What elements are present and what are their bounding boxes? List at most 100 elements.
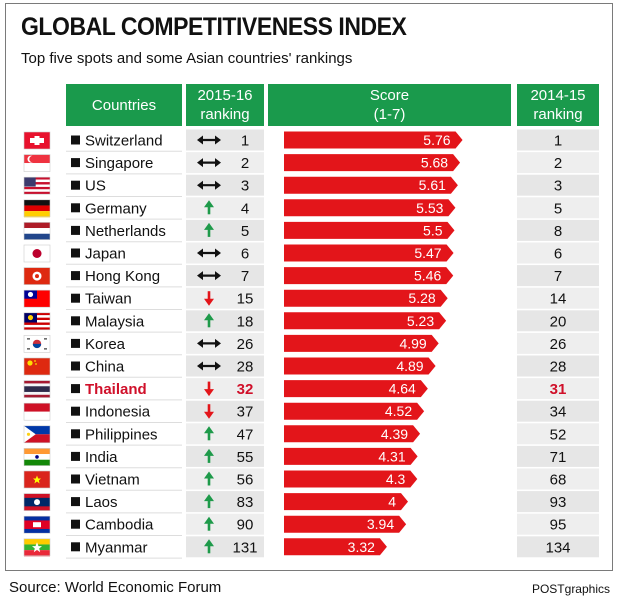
rank-2014-value: 95 bbox=[550, 517, 567, 534]
rank-2014-cell-bg bbox=[517, 378, 599, 400]
rank-2015-value: 37 bbox=[237, 404, 254, 421]
rank-2014-cell-bg bbox=[517, 310, 599, 332]
rank-2015-value: 28 bbox=[237, 359, 254, 376]
rank-2014-value: 3 bbox=[554, 178, 562, 195]
country-label: Cambodia bbox=[85, 517, 154, 534]
rank-2014-value: 93 bbox=[550, 494, 567, 511]
chart-title: GLOBAL COMPETITIVENESS INDEX bbox=[21, 13, 407, 41]
rank-2014-cell-bg bbox=[517, 287, 599, 309]
up-arrow-icon bbox=[204, 313, 214, 328]
row-bullet bbox=[71, 542, 80, 552]
country-label: Malaysia bbox=[85, 313, 145, 330]
no-change-arrow-icon bbox=[197, 361, 221, 371]
up-arrow-icon bbox=[204, 222, 214, 237]
rank-2015-cell-bg bbox=[186, 400, 264, 422]
score-label: 5.23 bbox=[407, 313, 434, 329]
rank-2014-value: 2 bbox=[554, 155, 562, 172]
up-arrow-icon bbox=[204, 471, 214, 486]
rank-2015-value: 1 bbox=[241, 133, 249, 150]
score-bar bbox=[284, 357, 436, 375]
country-label: Korea bbox=[85, 336, 126, 353]
row-bullet bbox=[71, 293, 80, 303]
score-label: 5.47 bbox=[414, 245, 441, 261]
score-bar bbox=[284, 176, 458, 194]
indonesia-flag bbox=[23, 402, 51, 421]
rank-2014-cell-bg bbox=[517, 400, 599, 422]
rank-2014-cell-bg bbox=[517, 355, 599, 377]
rank-2014-cell-bg bbox=[517, 468, 599, 490]
header-rank-2014: 2014-15 ranking bbox=[517, 84, 599, 126]
rank-2014-value: 14 bbox=[550, 291, 567, 308]
score-bar bbox=[284, 515, 407, 533]
row-bullet bbox=[71, 248, 80, 258]
rank-2015-cell-bg bbox=[186, 174, 264, 196]
rank-2014-value: 52 bbox=[550, 426, 567, 443]
rank-2015-cell-bg bbox=[186, 445, 264, 467]
row-bullet bbox=[71, 316, 80, 326]
country-label: Laos bbox=[85, 494, 118, 511]
cambodia-flag bbox=[23, 515, 51, 534]
header-score-line1: Score bbox=[369, 87, 410, 104]
down-arrow-icon bbox=[204, 381, 214, 397]
country-label: Japan bbox=[85, 246, 126, 263]
rank-2015-value: 131 bbox=[232, 539, 257, 556]
down-arrow-icon bbox=[204, 291, 214, 306]
rank-2015-cell-bg bbox=[186, 242, 264, 264]
korea-flag bbox=[23, 335, 51, 353]
country-label: Switzerland bbox=[85, 133, 163, 150]
rank-2014-cell-bg bbox=[517, 332, 599, 354]
score-label: 4 bbox=[388, 494, 396, 510]
score-label: 4.64 bbox=[389, 381, 416, 397]
rank-2015-value: 83 bbox=[237, 494, 254, 511]
rank-2014-value: 26 bbox=[550, 336, 567, 353]
country-label: Thailand bbox=[85, 381, 147, 398]
rank-2014-cell-bg bbox=[517, 265, 599, 287]
header-rank-2015-line1: 2015-16 bbox=[197, 87, 253, 104]
rank-2015-cell-bg bbox=[186, 310, 264, 332]
score-label: 4.3 bbox=[386, 471, 406, 487]
rank-2015-value: 3 bbox=[241, 178, 249, 195]
rank-2014-value: 31 bbox=[550, 381, 567, 398]
row-bullet bbox=[71, 451, 80, 461]
up-arrow-icon bbox=[204, 200, 214, 215]
row-bullet bbox=[71, 406, 80, 416]
row-bullet bbox=[71, 225, 80, 235]
chart-subtitle: Top five spots and some Asian countries'… bbox=[21, 50, 353, 67]
score-bar bbox=[284, 154, 461, 172]
rank-2014-value: 71 bbox=[550, 449, 567, 466]
chart-frame bbox=[5, 3, 613, 571]
rank-2014-value: 20 bbox=[550, 313, 567, 330]
rank-2015-value: 90 bbox=[237, 517, 254, 534]
score-bar bbox=[284, 447, 418, 465]
score-bar bbox=[284, 334, 439, 352]
rank-2015-cell-bg bbox=[186, 355, 264, 377]
no-change-arrow-icon bbox=[197, 248, 221, 258]
rank-2014-value: 28 bbox=[550, 359, 567, 376]
rank-2015-cell-bg bbox=[186, 265, 264, 287]
rank-2015-cell-bg bbox=[186, 536, 264, 558]
score-label: 5.68 bbox=[421, 155, 448, 171]
header-rank-2015-line2: ranking bbox=[200, 106, 250, 123]
rank-2014-cell-bg bbox=[517, 219, 599, 241]
rank-2015-value: 15 bbox=[237, 291, 254, 308]
country-label: Philippines bbox=[85, 426, 158, 443]
score-bar bbox=[284, 131, 463, 149]
china-flag bbox=[23, 357, 51, 376]
rank-2014-value: 8 bbox=[554, 223, 562, 240]
rank-2015-value: 6 bbox=[241, 246, 249, 263]
score-bar bbox=[284, 493, 408, 511]
country-label: India bbox=[85, 449, 118, 466]
country-label: Singapore bbox=[85, 155, 153, 172]
rank-2015-value: 18 bbox=[237, 313, 254, 330]
country-label: US bbox=[85, 178, 106, 195]
rank-2015-cell-bg bbox=[186, 152, 264, 174]
down-arrow-icon bbox=[204, 404, 214, 419]
hong-kong-flag bbox=[23, 267, 51, 285]
row-bullet bbox=[71, 135, 80, 145]
rank-2015-cell-bg bbox=[186, 423, 264, 445]
score-label: 4.31 bbox=[378, 448, 405, 464]
rank-2015-cell-bg bbox=[186, 129, 264, 151]
rank-2014-value: 34 bbox=[550, 404, 567, 421]
rank-2015-value: 2 bbox=[241, 155, 249, 172]
no-change-arrow-icon bbox=[197, 158, 221, 168]
